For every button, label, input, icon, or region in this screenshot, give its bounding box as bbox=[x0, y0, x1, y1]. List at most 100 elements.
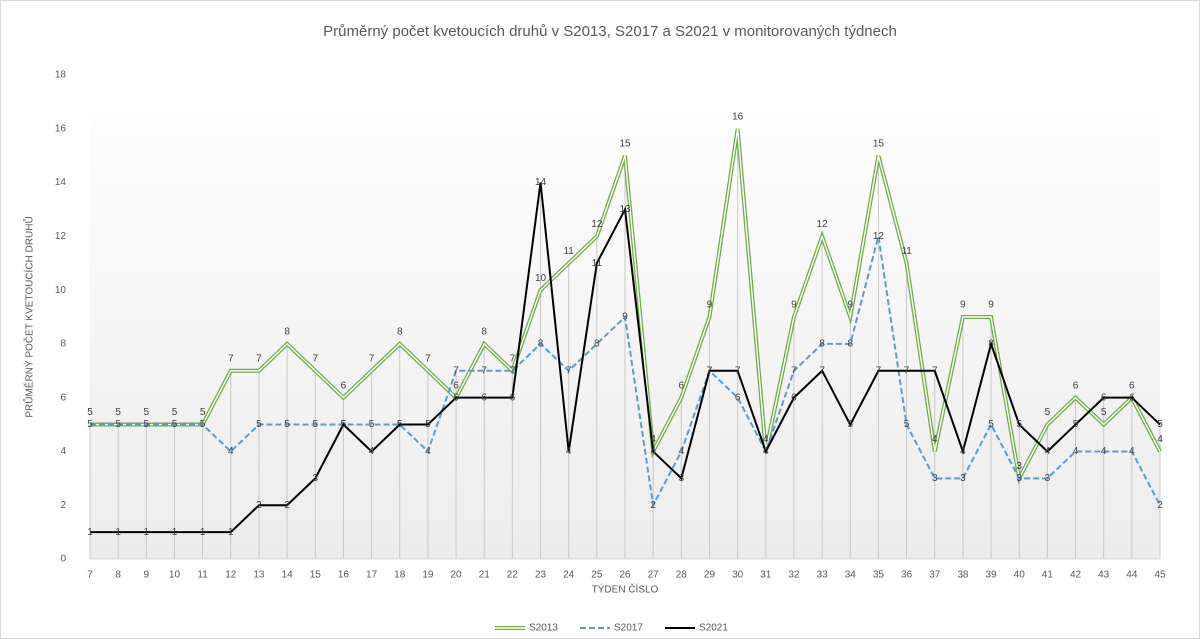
data-label: 4 bbox=[425, 446, 431, 457]
data-label: 7 bbox=[735, 365, 741, 376]
data-label: 7 bbox=[481, 365, 487, 376]
data-label: 6 bbox=[1129, 380, 1135, 391]
data-label: 8 bbox=[847, 339, 853, 350]
data-label: 13 bbox=[619, 204, 631, 215]
data-label: 7 bbox=[791, 365, 797, 376]
data-label: 12 bbox=[591, 219, 603, 230]
data-label: 7 bbox=[510, 365, 516, 376]
data-label: 5 bbox=[904, 419, 910, 430]
data-label: 16 bbox=[732, 111, 744, 122]
data-label: 5 bbox=[397, 419, 403, 430]
y-tick-label: 10 bbox=[55, 285, 67, 296]
data-label: 5 bbox=[312, 419, 318, 430]
data-label: 4 bbox=[1045, 446, 1051, 457]
x-tick-label: 11 bbox=[197, 570, 208, 581]
data-label: 6 bbox=[735, 392, 741, 403]
data-label: 6 bbox=[1073, 380, 1079, 391]
y-axis-title: PRŮMĚRNÝ POČET KVETOUCÍCH DRUHŮ bbox=[23, 216, 36, 417]
data-label: 9 bbox=[707, 300, 713, 311]
data-label: 4 bbox=[1157, 434, 1163, 445]
data-label: 1 bbox=[172, 527, 178, 538]
x-tick-label: 44 bbox=[1126, 570, 1138, 581]
data-label: 7 bbox=[707, 365, 713, 376]
x-tick-label: 43 bbox=[1098, 570, 1110, 581]
data-label: 3 bbox=[1045, 473, 1051, 484]
data-label: 5 bbox=[1157, 419, 1163, 430]
x-tick-label: 13 bbox=[253, 570, 265, 581]
x-tick-label: 22 bbox=[507, 570, 519, 581]
data-label: 4 bbox=[960, 446, 966, 457]
x-tick-label: 15 bbox=[310, 570, 322, 581]
y-tick-label: 6 bbox=[60, 392, 66, 403]
data-label: 3 bbox=[932, 473, 938, 484]
series-line-inner bbox=[90, 128, 1161, 481]
data-label: 7 bbox=[566, 365, 572, 376]
x-tick-label: 18 bbox=[394, 570, 406, 581]
data-label: 7 bbox=[312, 353, 318, 364]
data-label: 5 bbox=[87, 407, 93, 418]
data-label: 10 bbox=[535, 273, 547, 284]
x-tick-label: 21 bbox=[479, 570, 491, 581]
x-tick-label: 19 bbox=[422, 570, 434, 581]
y-tick-label: 4 bbox=[60, 446, 66, 457]
data-label: 2 bbox=[256, 500, 262, 511]
data-label: 7 bbox=[819, 365, 825, 376]
x-tick-label: 35 bbox=[873, 570, 885, 581]
x-tick-label: 29 bbox=[704, 570, 716, 581]
x-tick-label: 14 bbox=[282, 570, 294, 581]
data-label: 3 bbox=[1016, 461, 1022, 472]
x-tick-label: 28 bbox=[676, 570, 688, 581]
data-label: 4 bbox=[650, 434, 656, 445]
x-tick-label: 34 bbox=[845, 570, 857, 581]
data-label: 5 bbox=[115, 407, 121, 418]
series-line bbox=[90, 236, 1161, 509]
x-tick-label: 7 bbox=[87, 570, 93, 581]
x-tick-label: 36 bbox=[901, 570, 913, 581]
data-label: 8 bbox=[594, 339, 600, 350]
legend-label: S2021 bbox=[699, 623, 728, 634]
x-tick-label: 26 bbox=[619, 570, 631, 581]
data-label: 6 bbox=[341, 380, 347, 391]
data-label: 9 bbox=[988, 300, 994, 311]
x-tick-label: 40 bbox=[1014, 570, 1026, 581]
data-label: 5 bbox=[144, 419, 150, 430]
data-label: 1 bbox=[115, 527, 121, 538]
data-label: 4 bbox=[566, 446, 572, 457]
data-label: 4 bbox=[650, 446, 656, 457]
data-label: 6 bbox=[510, 392, 516, 403]
x-tick-label: 8 bbox=[115, 570, 121, 581]
data-label: 5 bbox=[115, 419, 121, 430]
x-tick-label: 45 bbox=[1154, 570, 1166, 581]
data-label: 4 bbox=[763, 446, 769, 457]
x-tick-label: 17 bbox=[366, 570, 378, 581]
x-tick-label: 37 bbox=[929, 570, 941, 581]
data-label: 7 bbox=[510, 353, 516, 364]
data-label: 3 bbox=[679, 473, 685, 484]
y-tick-label: 14 bbox=[55, 177, 67, 188]
data-label: 11 bbox=[563, 246, 574, 257]
y-tick-label: 2 bbox=[60, 500, 66, 511]
data-label: 7 bbox=[707, 365, 713, 376]
data-label: 4 bbox=[1129, 446, 1135, 457]
data-label: 7 bbox=[904, 365, 910, 376]
data-label: 1 bbox=[87, 527, 93, 538]
data-label: 5 bbox=[144, 407, 150, 418]
x-tick-label: 31 bbox=[760, 570, 772, 581]
data-label: 5 bbox=[1101, 407, 1107, 418]
data-label: 7 bbox=[256, 353, 262, 364]
x-tick-label: 39 bbox=[985, 570, 997, 581]
data-label: 6 bbox=[1129, 392, 1135, 403]
data-label: 5 bbox=[1045, 407, 1051, 418]
chart-title: Průměrný počet kvetoucích druhů v S2013,… bbox=[323, 23, 897, 40]
data-label: 6 bbox=[1101, 392, 1107, 403]
data-label: 9 bbox=[791, 300, 797, 311]
y-tick-label: 16 bbox=[55, 123, 67, 134]
data-label: 9 bbox=[622, 312, 628, 323]
data-label: 12 bbox=[817, 219, 829, 230]
y-tick-label: 12 bbox=[55, 231, 67, 242]
x-tick-label: 41 bbox=[1042, 570, 1054, 581]
x-tick-label: 33 bbox=[817, 570, 829, 581]
x-tick-label: 30 bbox=[732, 570, 744, 581]
data-label: 8 bbox=[397, 327, 403, 338]
